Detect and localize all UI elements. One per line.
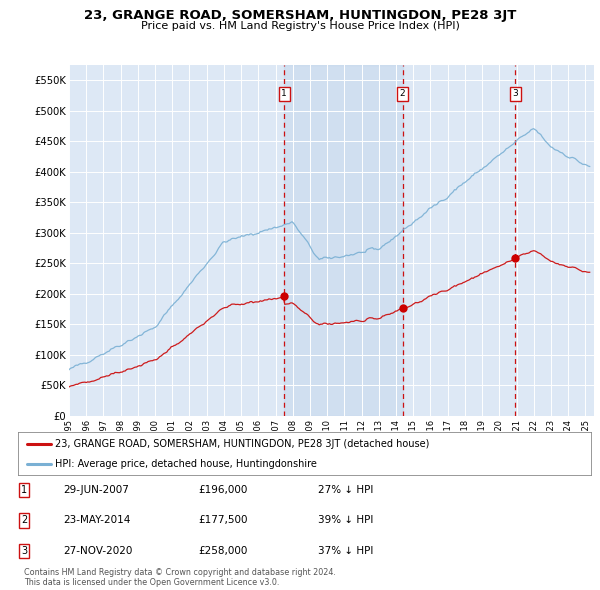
Text: £177,500: £177,500 [198,516,248,525]
Text: 39% ↓ HPI: 39% ↓ HPI [318,516,373,525]
Text: 23-MAY-2014: 23-MAY-2014 [63,516,130,525]
Bar [284,65,403,416]
Text: 1: 1 [21,485,27,494]
Text: Price paid vs. HM Land Registry's House Price Index (HPI): Price paid vs. HM Land Registry's House … [140,21,460,31]
Text: 1: 1 [281,89,287,98]
Text: 23, GRANGE ROAD, SOMERSHAM, HUNTINGDON, PE28 3JT: 23, GRANGE ROAD, SOMERSHAM, HUNTINGDON, … [84,9,516,22]
Text: 29-JUN-2007: 29-JUN-2007 [63,485,129,494]
Text: £258,000: £258,000 [198,546,247,556]
Text: 3: 3 [21,546,27,556]
Text: This data is licensed under the Open Government Licence v3.0.: This data is licensed under the Open Gov… [24,578,280,587]
Text: 2: 2 [21,516,27,525]
Text: 37% ↓ HPI: 37% ↓ HPI [318,546,373,556]
Text: Contains HM Land Registry data © Crown copyright and database right 2024.: Contains HM Land Registry data © Crown c… [24,568,336,577]
Text: HPI: Average price, detached house, Huntingdonshire: HPI: Average price, detached house, Hunt… [55,459,317,469]
Text: 27-NOV-2020: 27-NOV-2020 [63,546,133,556]
Text: 23, GRANGE ROAD, SOMERSHAM, HUNTINGDON, PE28 3JT (detached house): 23, GRANGE ROAD, SOMERSHAM, HUNTINGDON, … [55,438,430,448]
Text: 2: 2 [400,89,406,98]
Text: £196,000: £196,000 [198,485,247,494]
Text: 27% ↓ HPI: 27% ↓ HPI [318,485,373,494]
Text: 3: 3 [512,89,518,98]
